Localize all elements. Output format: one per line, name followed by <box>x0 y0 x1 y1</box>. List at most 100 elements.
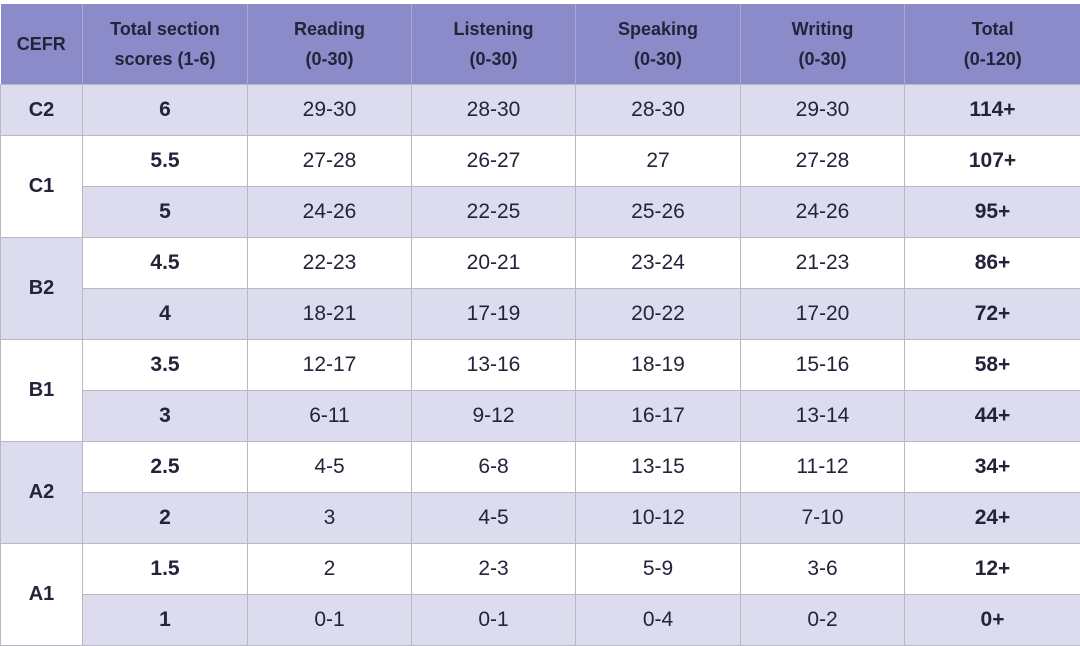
cell: 114+ <box>904 84 1080 136</box>
cell: 4 <box>82 288 248 340</box>
header-text: (0-30) <box>469 49 518 69</box>
cell: 9-12 <box>411 390 576 442</box>
header-text: (0-30) <box>633 49 682 69</box>
cefr-level: B2 <box>0 237 83 340</box>
table-row: A2 2.5 4-5 6-8 13-15 11-12 34+ <box>0 441 1080 544</box>
header-text: Speaking <box>617 19 699 39</box>
cell: 2 <box>247 543 412 595</box>
cell: 72+ <box>904 288 1080 340</box>
cefr-level: A1 <box>0 543 83 646</box>
cell: 10-12 <box>575 492 741 544</box>
table-row: 1 0-1 0-1 0-4 0-2 0+ <box>1 594 1080 646</box>
cell: 20-22 <box>575 288 741 340</box>
cell: 0+ <box>904 594 1080 646</box>
cell: 18-19 <box>575 339 741 391</box>
cell: 16-17 <box>575 390 741 442</box>
header-text: CEFR <box>16 34 66 54</box>
cell: 7-10 <box>740 492 905 544</box>
header-cell: CEFR <box>0 4 83 85</box>
header-cell: Writing (0-30) <box>740 4 905 85</box>
cell: 22-25 <box>411 186 576 238</box>
cell: 26-27 <box>411 135 576 187</box>
table-row: C2 6 29-30 28-30 28-30 29-30 114+ <box>0 84 1080 136</box>
cell: 27-28 <box>740 135 905 187</box>
header-text: scores (1-6) <box>114 49 216 69</box>
header-text: (0-30) <box>305 49 354 69</box>
cell: 29-30 <box>247 84 412 136</box>
cell: 6 <box>82 84 248 136</box>
header-text: (0-30) <box>798 49 847 69</box>
header-text: Reading <box>293 19 365 39</box>
cell: 3 <box>247 492 412 544</box>
cell: 5-9 <box>575 543 741 595</box>
cell: 4-5 <box>411 492 576 544</box>
cell: 25-26 <box>575 186 741 238</box>
score-table: CEFR Total section scores (1-6) Reading (0-3… <box>0 4 1080 646</box>
header-cell: Total section scores (1-6) <box>82 4 248 85</box>
cell: 3-6 <box>740 543 905 595</box>
cell: 24-26 <box>247 186 412 238</box>
cell: 3.5 <box>82 339 248 391</box>
cell: 95+ <box>904 186 1080 238</box>
table-row: 5 24-26 22-25 25-26 24-26 95+ <box>1 186 1080 238</box>
cell: 86+ <box>904 237 1080 289</box>
cell: 0-2 <box>740 594 905 646</box>
cell: 0-4 <box>575 594 741 646</box>
table-row: A1 1.5 2 2-3 5-9 3-6 12+ <box>0 543 1080 646</box>
cefr-level: C1 <box>0 135 83 238</box>
cell: 13-14 <box>740 390 905 442</box>
cell: 0-1 <box>411 594 576 646</box>
header-cell: Total (0-120) <box>904 4 1080 85</box>
cell: 4.5 <box>82 237 248 289</box>
cell: 13-16 <box>411 339 576 391</box>
header-cell: Listening (0-30) <box>411 4 576 85</box>
cell: 58+ <box>904 339 1080 391</box>
cefr-level: B1 <box>0 339 83 442</box>
cell: 0-1 <box>247 594 412 646</box>
cell: 17-20 <box>740 288 905 340</box>
table-body: C2 6 29-30 28-30 28-30 29-30 114+ C1 5.5 27-28 26-… <box>0 84 1080 646</box>
header-cell: Speaking (0-30) <box>575 4 741 85</box>
header-row: CEFR Total section scores (1-6) Reading (0-3… <box>0 4 1080 85</box>
cell: 12-17 <box>247 339 412 391</box>
cell: 5.5 <box>82 135 248 187</box>
header-text: Listening <box>453 19 534 39</box>
cell: 13-15 <box>575 441 741 493</box>
header-text: (0-120) <box>963 49 1022 69</box>
cefr-level: A2 <box>0 441 83 544</box>
table-row: 4 18-21 17-19 20-22 17-20 72+ <box>1 288 1080 340</box>
cell: 5 <box>82 186 248 238</box>
cell: 17-19 <box>411 288 576 340</box>
cell: 18-21 <box>247 288 412 340</box>
cell: 2.5 <box>82 441 248 493</box>
cell: 44+ <box>904 390 1080 442</box>
cell: 27-28 <box>247 135 412 187</box>
cell: 24-26 <box>740 186 905 238</box>
cell: 22-23 <box>247 237 412 289</box>
cell: 27 <box>575 135 741 187</box>
table-row: C1 5.5 27-28 26-27 27 27-28 107+ <box>0 135 1080 238</box>
cell: 34+ <box>904 441 1080 493</box>
cell: 23-24 <box>575 237 741 289</box>
cell: 3 <box>82 390 248 442</box>
cell: 28-30 <box>411 84 576 136</box>
cell: 29-30 <box>740 84 905 136</box>
cell: 1.5 <box>82 543 248 595</box>
header-text: Total <box>971 19 1014 39</box>
cell: 11-12 <box>740 441 905 493</box>
cell: 2 <box>82 492 248 544</box>
cell: 20-21 <box>411 237 576 289</box>
cell: 28-30 <box>575 84 741 136</box>
table-row: B2 4.5 22-23 20-21 23-24 21-23 86+ <box>0 237 1080 340</box>
cell: 6-8 <box>411 441 576 493</box>
cell: 6-11 <box>247 390 412 442</box>
table-row: 2 3 4-5 10-12 7-10 24+ <box>1 492 1080 544</box>
cefr-level: C2 <box>0 84 83 136</box>
cell: 12+ <box>904 543 1080 595</box>
table-row: 3 6-11 9-12 16-17 13-14 44+ <box>1 390 1080 442</box>
cell: 24+ <box>904 492 1080 544</box>
cell: 1 <box>82 594 248 646</box>
table-row: B1 3.5 12-17 13-16 18-19 15-16 58+ <box>0 339 1080 442</box>
